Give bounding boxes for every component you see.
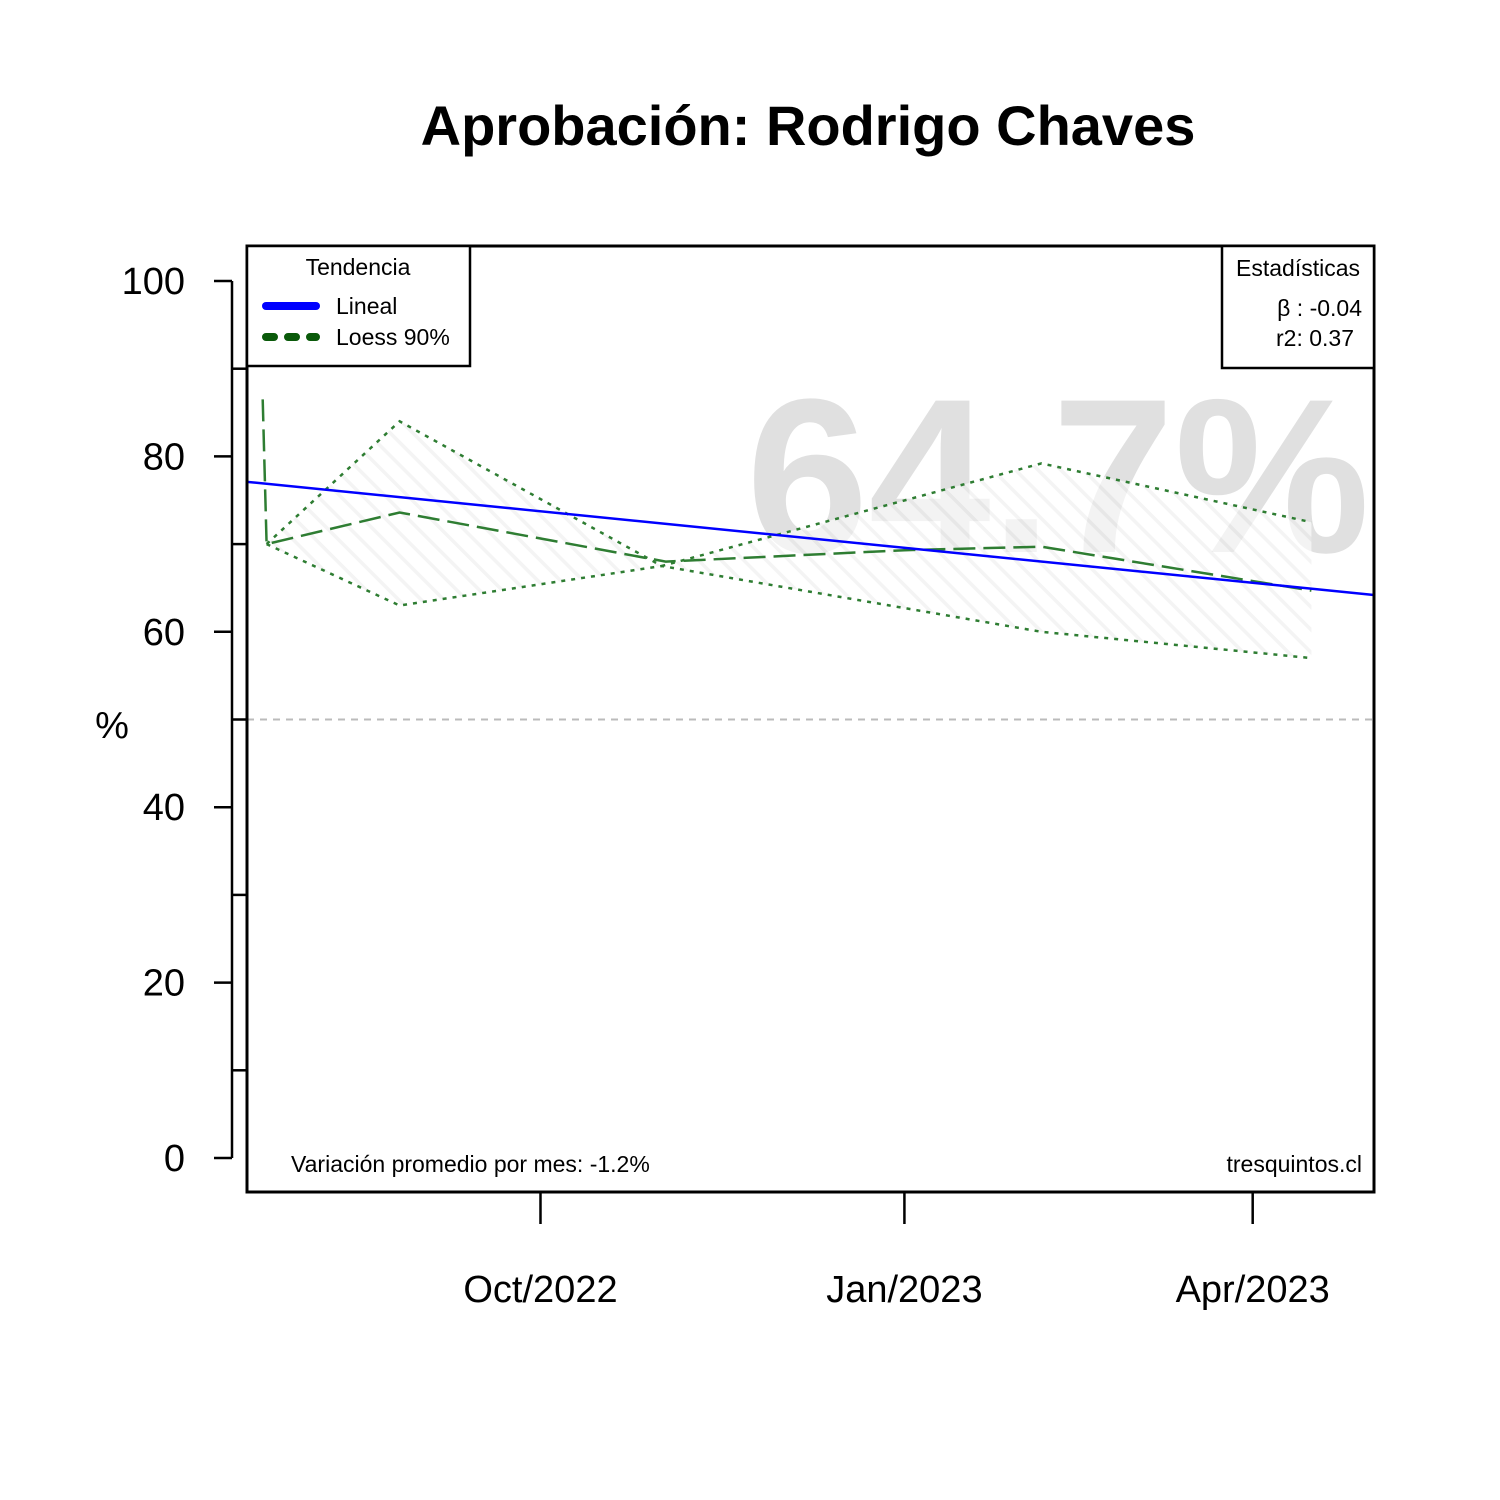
y-axis-label: % bbox=[95, 705, 129, 747]
y-tick-label: 100 bbox=[122, 261, 185, 303]
footer-variation: Variación promedio por mes: -1.2% bbox=[291, 1151, 650, 1177]
loess-band-fill bbox=[266, 421, 1312, 659]
y-axis-ticks: 0 20 40 60 80 100 bbox=[122, 261, 246, 1180]
y-tick-label: 40 bbox=[143, 787, 185, 829]
legend-label-lineal: Lineal bbox=[336, 293, 397, 319]
stats-r2: r2: 0.37 bbox=[1276, 325, 1354, 351]
x-tick-label: Jan/2023 bbox=[826, 1269, 982, 1311]
loess-line bbox=[261, 399, 1312, 592]
y-tick-label: 80 bbox=[143, 436, 185, 478]
y-tick-label: 60 bbox=[143, 612, 185, 654]
chart-title: Aprobación: Rodrigo Chaves bbox=[421, 94, 1196, 157]
x-tick-label: Apr/2023 bbox=[1176, 1269, 1330, 1311]
linear-trend-line bbox=[247, 480, 1374, 597]
stats-title: Estadísticas bbox=[1236, 255, 1360, 281]
stats-beta: β : -0.04 bbox=[1277, 295, 1362, 321]
y-tick-label: 0 bbox=[164, 1138, 185, 1180]
loess-lower-band bbox=[266, 542, 1312, 660]
legend-title: Tendencia bbox=[306, 254, 411, 280]
stats-box: Estadísticas β : -0.04 r2: 0.37 bbox=[1220, 244, 1376, 370]
plot-frame bbox=[245, 244, 1376, 1194]
stats-frame bbox=[1220, 244, 1376, 370]
legend: Tendencia Lineal Loess 90% bbox=[245, 244, 472, 368]
x-tick-label: Oct/2022 bbox=[463, 1269, 617, 1311]
y-tick-label: 20 bbox=[143, 963, 185, 1005]
footer-source: tresquintos.cl bbox=[1226, 1151, 1362, 1177]
legend-label-loess: Loess 90% bbox=[336, 324, 450, 350]
x-axis-ticks: Oct/2022 Jan/2023 Apr/2023 bbox=[463, 1192, 1330, 1311]
